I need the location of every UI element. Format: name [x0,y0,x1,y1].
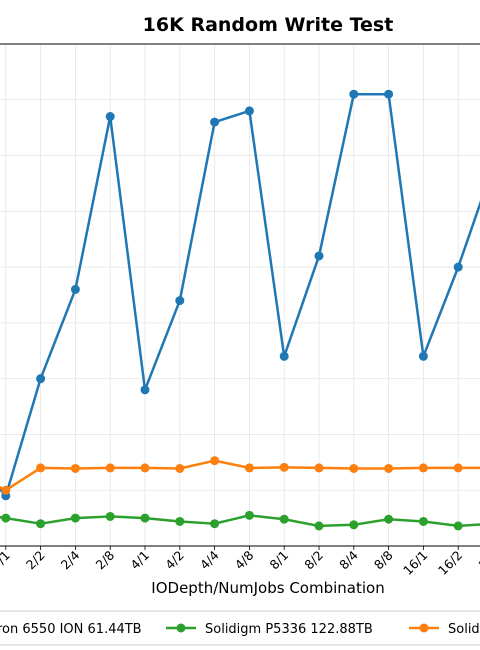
data-point [418,351,428,361]
data-point [70,463,80,473]
plot-area-frame [0,43,480,547]
data-point [244,463,254,473]
x-tick-label: /1 [0,548,13,567]
series-lines [0,89,480,531]
data-point [453,262,463,272]
data-point [418,463,428,473]
data-point [1,485,11,495]
data-point [384,514,394,524]
series-2 [0,510,480,531]
data-point [70,284,80,294]
series-1 [0,89,480,501]
legend-marker-series-2 [176,623,186,633]
data-point [349,520,359,530]
data-point [36,374,46,384]
data-point [175,296,185,306]
legend-label-series-3: Solidig [448,622,480,637]
x-tick-label: 8/1 [266,548,291,573]
data-point [314,251,324,261]
x-tick-label: 16/ [475,547,480,572]
x-tick-label: 2/4 [58,547,83,572]
data-point [210,519,220,529]
x-tick-label: 8/4 [336,547,361,572]
data-point [105,112,115,122]
x-tick-label: 4/1 [127,548,152,573]
x-tick-label: 2/8 [92,547,117,572]
legend-label-series-1: ron 6550 ION 61.44TB [0,622,142,637]
data-point [418,516,428,526]
series-3 [0,456,480,495]
data-point [279,514,289,524]
data-point [36,519,46,529]
data-point [314,463,324,473]
data-point [453,463,463,473]
legend-entry-series-2: Solidigm P5336 122.88TB [166,622,373,637]
data-point [140,385,150,395]
x-axis-label: IODepth/NumJobs Combination [151,579,384,597]
data-point [384,89,394,99]
series-line-1 [0,92,480,498]
data-point [36,463,46,473]
x-tick-label: 8/2 [301,548,326,573]
data-point [70,513,80,523]
data-point [244,106,254,116]
data-point [279,462,289,472]
data-point [210,456,220,466]
x-tick-label: 2/2 [23,548,48,573]
data-point [140,463,150,473]
data-point [384,463,394,473]
legend-entry-series-3: Solidig [409,622,480,637]
x-tick-labels: /1 2/2 2/4 2/8 4/1 4/2 4/4 4/8 8/1 8/2 8/4 8/8 16/1 1… [0,546,480,578]
data-point [244,510,254,520]
series-line-2 [0,514,480,528]
chart-title: 16K Random Write Test [143,14,394,36]
data-point [105,463,115,473]
x-tick-label: 4/4 [197,547,222,572]
x-tick-label: 8/8 [371,547,396,572]
legend-entry-series-1: ron 6550 ION 61.44TB [0,622,142,637]
legend-marker-series-3 [419,623,429,633]
legend-frame [0,610,480,646]
data-point [314,521,324,531]
legend: ron 6550 ION 61.44TB Solidigm P5336 122.… [0,610,480,646]
data-point [1,513,11,523]
legend-label-series-2: Solidigm P5336 122.88TB [205,622,373,637]
data-point [453,521,463,531]
data-point [279,351,289,361]
x-tick-label: 4/8 [232,547,257,572]
data-point [175,463,185,473]
x-tick-label: 4/2 [162,548,187,573]
data-point [210,117,220,127]
x-tick-label: 16/2 [435,548,465,578]
data-point [105,511,115,521]
x-tick-label: 16/1 [400,548,430,578]
data-point [175,516,185,526]
data-point [349,463,359,473]
data-point [349,89,359,99]
data-point [140,513,150,523]
series-line-3 [0,459,480,492]
